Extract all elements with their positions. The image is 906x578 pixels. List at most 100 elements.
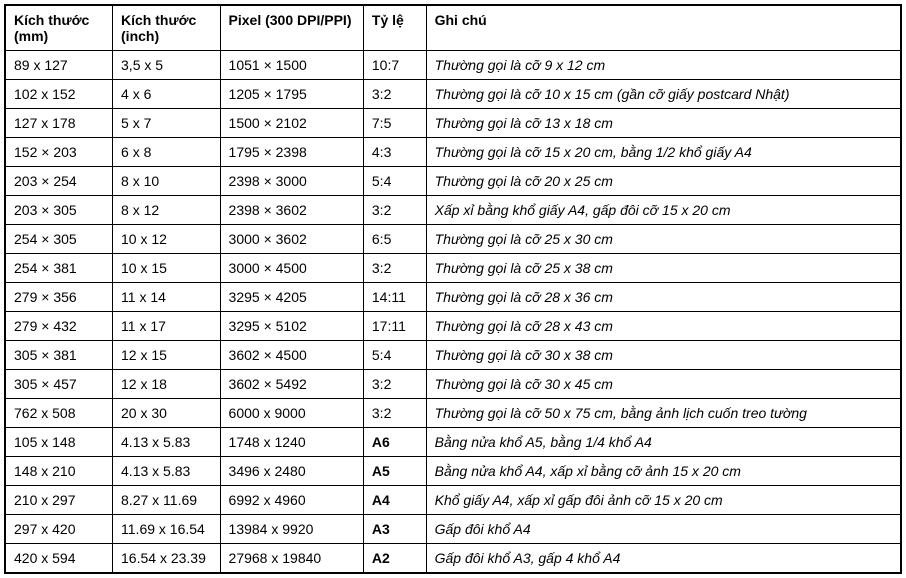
table-cell-note: Thường gọi là cỡ 13 x 18 cm [426, 109, 901, 138]
table-cell-inch: 3,5 x 5 [113, 51, 221, 80]
table-cell-inch: 4.13 x 5.83 [113, 457, 221, 486]
table-cell-mm: 210 x 297 [5, 486, 113, 515]
table-cell-ratio: A3 [363, 515, 426, 544]
table-cell-pixel: 1748 x 1240 [220, 428, 363, 457]
table-cell-inch: 12 x 18 [113, 370, 221, 399]
table-cell-mm: 102 x 152 [5, 80, 113, 109]
table-cell-pixel: 1500 × 2102 [220, 109, 363, 138]
table-row: 254 × 38110 x 153000 × 45003:2Thường gọi… [5, 254, 901, 283]
table-cell-ratio: 10:7 [363, 51, 426, 80]
table-cell-note: Thường gọi là cỡ 30 x 38 cm [426, 341, 901, 370]
table-cell-note: Thường gọi là cỡ 25 x 30 cm [426, 225, 901, 254]
table-header-row: Kích thước (mm)Kích thước (inch)Pixel (3… [5, 5, 901, 51]
table-row: 152 × 2036 x 81795 × 23984:3Thường gọi l… [5, 138, 901, 167]
table-cell-mm: 254 × 381 [5, 254, 113, 283]
table-cell-pixel: 3295 × 4205 [220, 283, 363, 312]
table-cell-note: Khổ giấy A4, xấp xỉ gấp đôi ảnh cỡ 15 x … [426, 486, 901, 515]
table-cell-mm: 297 x 420 [5, 515, 113, 544]
table-row: 203 × 3058 x 122398 × 36023:2Xấp xỉ bằng… [5, 196, 901, 225]
table-cell-note: Thường gọi là cỡ 28 x 36 cm [426, 283, 901, 312]
table-row: 762 x 50820 x 306000 x 90003:2Thường gọi… [5, 399, 901, 428]
table-cell-ratio: 3:2 [363, 196, 426, 225]
table-cell-pixel: 3602 × 4500 [220, 341, 363, 370]
table-cell-pixel: 27968 x 19840 [220, 544, 363, 574]
table-cell-note: Thường gọi là cỡ 50 x 75 cm, bằng ảnh lị… [426, 399, 901, 428]
table-cell-pixel: 3000 × 3602 [220, 225, 363, 254]
table-row: 102 x 1524 x 61205 × 17953:2Thường gọi l… [5, 80, 901, 109]
table-cell-inch: 6 x 8 [113, 138, 221, 167]
table-row: 127 x 1785 x 71500 × 21027:5Thường gọi l… [5, 109, 901, 138]
table-cell-mm: 148 x 210 [5, 457, 113, 486]
table-cell-ratio: 17:11 [363, 312, 426, 341]
table-cell-mm: 279 × 356 [5, 283, 113, 312]
table-cell-pixel: 6992 x 4960 [220, 486, 363, 515]
table-cell-mm: 305 × 457 [5, 370, 113, 399]
table-cell-mm: 305 × 381 [5, 341, 113, 370]
table-header-cell: Tỷ lệ [363, 5, 426, 51]
table-cell-mm: 89 x 127 [5, 51, 113, 80]
table-row: 203 × 2548 x 102398 × 30005:4Thường gọi … [5, 167, 901, 196]
table-cell-mm: 203 × 305 [5, 196, 113, 225]
table-cell-inch: 11.69 x 16.54 [113, 515, 221, 544]
table-cell-ratio: 3:2 [363, 80, 426, 109]
table-cell-inch: 11 x 17 [113, 312, 221, 341]
table-cell-note: Thường gọi là cỡ 28 x 43 cm [426, 312, 901, 341]
table-body: 89 x 1273,5 x 51051 × 150010:7Thường gọi… [5, 51, 901, 574]
table-cell-pixel: 1205 × 1795 [220, 80, 363, 109]
table-cell-inch: 16.54 x 23.39 [113, 544, 221, 574]
table-cell-note: Thường gọi là cỡ 20 x 25 cm [426, 167, 901, 196]
table-cell-pixel: 1051 × 1500 [220, 51, 363, 80]
table-cell-inch: 20 x 30 [113, 399, 221, 428]
table-header-cell: Pixel (300 DPI/PPI) [220, 5, 363, 51]
table-cell-pixel: 3602 × 5492 [220, 370, 363, 399]
table-row: 254 × 30510 x 123000 × 36026:5Thường gọi… [5, 225, 901, 254]
table-cell-note: Thường gọi là cỡ 15 x 20 cm, bằng 1/2 kh… [426, 138, 901, 167]
table-cell-mm: 762 x 508 [5, 399, 113, 428]
table-cell-pixel: 3295 × 5102 [220, 312, 363, 341]
table-cell-note: Bằng nửa khổ A5, bằng 1/4 khổ A4 [426, 428, 901, 457]
table-cell-note: Gấp đôi khổ A3, gấp 4 khổ A4 [426, 544, 901, 574]
table-cell-mm: 279 × 432 [5, 312, 113, 341]
table-header-cell: Kích thước (inch) [113, 5, 221, 51]
table-row: 210 x 2978.27 x 11.696992 x 4960A4Khổ gi… [5, 486, 901, 515]
table-cell-inch: 8 x 12 [113, 196, 221, 225]
table-cell-note: Thường gọi là cỡ 9 x 12 cm [426, 51, 901, 80]
size-table: Kích thước (mm)Kích thước (inch)Pixel (3… [4, 4, 902, 574]
table-cell-pixel: 2398 × 3000 [220, 167, 363, 196]
table-header-cell: Ghi chú [426, 5, 901, 51]
table-cell-mm: 127 x 178 [5, 109, 113, 138]
table-cell-ratio: 3:2 [363, 399, 426, 428]
table-cell-ratio: 14:11 [363, 283, 426, 312]
table-cell-pixel: 1795 × 2398 [220, 138, 363, 167]
table-cell-mm: 203 × 254 [5, 167, 113, 196]
table-cell-inch: 10 x 15 [113, 254, 221, 283]
table-cell-pixel: 3000 × 4500 [220, 254, 363, 283]
table-cell-pixel: 13984 x 9920 [220, 515, 363, 544]
table-cell-ratio: 7:5 [363, 109, 426, 138]
table-cell-note: Thường gọi là cỡ 25 x 38 cm [426, 254, 901, 283]
table-cell-inch: 4 x 6 [113, 80, 221, 109]
table-row: 279 × 35611 x 143295 × 420514:11Thường g… [5, 283, 901, 312]
table-row: 297 x 42011.69 x 16.5413984 x 9920A3Gấp … [5, 515, 901, 544]
table-cell-ratio: 5:4 [363, 341, 426, 370]
table-header-cell: Kích thước (mm) [5, 5, 113, 51]
table-cell-inch: 8.27 x 11.69 [113, 486, 221, 515]
table-cell-note: Xấp xỉ bằng khổ giấy A4, gấp đôi cỡ 15 x… [426, 196, 901, 225]
table-cell-ratio: A5 [363, 457, 426, 486]
table-row: 305 × 45712 x 183602 × 54923:2Thường gọi… [5, 370, 901, 399]
table-cell-note: Thường gọi là cỡ 30 x 45 cm [426, 370, 901, 399]
table-row: 420 x 59416.54 x 23.3927968 x 19840A2Gấp… [5, 544, 901, 574]
table-cell-note: Gấp đôi khổ A4 [426, 515, 901, 544]
table-cell-ratio: A4 [363, 486, 426, 515]
table-cell-pixel: 2398 × 3602 [220, 196, 363, 225]
table-row: 89 x 1273,5 x 51051 × 150010:7Thường gọi… [5, 51, 901, 80]
table-cell-pixel: 6000 x 9000 [220, 399, 363, 428]
table-cell-inch: 11 x 14 [113, 283, 221, 312]
table-cell-ratio: 6:5 [363, 225, 426, 254]
table-cell-ratio: A6 [363, 428, 426, 457]
table-row: 105 x 1484.13 x 5.831748 x 1240A6Bằng nử… [5, 428, 901, 457]
table-cell-inch: 5 x 7 [113, 109, 221, 138]
table-cell-inch: 8 x 10 [113, 167, 221, 196]
table-cell-ratio: 3:2 [363, 370, 426, 399]
table-cell-mm: 105 x 148 [5, 428, 113, 457]
